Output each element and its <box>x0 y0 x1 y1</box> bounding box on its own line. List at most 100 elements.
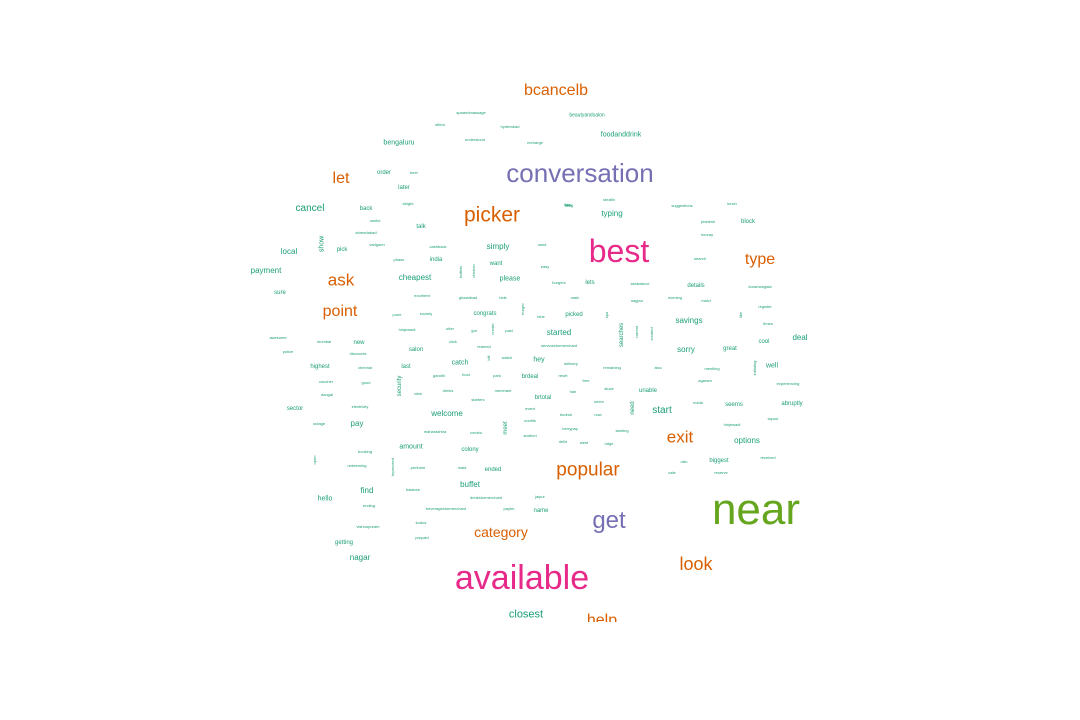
cloud-word: vadgaon <box>369 242 385 247</box>
cloud-word: drinksformerchant <box>469 495 503 500</box>
cloud-word: bcancelb <box>523 82 589 99</box>
cloud-word: picked <box>565 312 583 318</box>
cloud-word: stealth <box>603 197 615 202</box>
cloud-word: start <box>652 405 672 416</box>
cloud-word: picker <box>463 203 521 227</box>
cloud-word: mentling <box>704 366 720 371</box>
cloud-word: want <box>489 261 503 267</box>
cloud-word: starters <box>471 397 485 402</box>
cloud-word: spaandmassage <box>456 110 486 115</box>
cloud-word: starting <box>615 428 629 433</box>
cloud-word: amount <box>399 443 423 451</box>
cloud-word: maharashtra <box>423 429 447 434</box>
cloud-word: catch <box>451 359 469 367</box>
cloud-word: create <box>490 323 495 335</box>
cloud-word: seems <box>725 402 743 408</box>
cloud-word: buffet <box>460 480 480 489</box>
cloud-word: order <box>376 170 392 176</box>
cloud-word: ending <box>362 503 376 508</box>
cloud-word: type <box>744 251 776 268</box>
cloud-word: delhi <box>558 439 568 444</box>
cloud-word: pune <box>392 312 402 317</box>
cloud-word: drinks <box>442 388 454 393</box>
cloud-word: india <box>429 257 443 263</box>
cloud-word: point <box>322 303 358 320</box>
cloud-word: event <box>525 406 535 411</box>
cloud-word: reamed <box>477 344 491 349</box>
cloud-word: started <box>546 328 572 337</box>
cloud-word: free <box>582 378 590 383</box>
cloud-word: dangal <box>320 392 334 397</box>
cloud-word: ratu <box>680 459 688 464</box>
cloud-word: getting <box>334 540 354 546</box>
cloud-word: now <box>594 412 602 417</box>
cloud-word: like <box>738 311 743 319</box>
cloud-word: used <box>537 242 547 247</box>
cloud-word: paid <box>505 328 513 333</box>
cloud-word: later <box>398 185 410 191</box>
cloud-word: park <box>493 373 501 378</box>
cloud-word: assistance <box>630 281 650 286</box>
cloud-word: redeeming <box>347 463 367 468</box>
cloud-word: outage <box>312 421 326 426</box>
cloud-word: utter <box>445 326 455 331</box>
cloud-word: credits <box>524 418 536 423</box>
cloud-word: search <box>693 256 707 261</box>
cloud-word: options <box>734 436 760 445</box>
cloud-word: need <box>630 401 636 415</box>
cloud-word: hyderabad <box>500 124 520 129</box>
cloud-word: burger <box>520 303 525 315</box>
cloud-word: got <box>471 328 477 333</box>
cloud-word: available <box>454 559 590 597</box>
cloud-word: good <box>361 380 371 385</box>
cloud-word: agaram <box>698 378 712 383</box>
cloud-word: sector <box>286 406 304 412</box>
cloud-word: category <box>474 524 528 540</box>
cloud-word: best <box>588 233 650 269</box>
cloud-word: west <box>579 440 589 445</box>
cloud-word: received <box>760 455 776 460</box>
cloud-word: sure <box>274 290 286 296</box>
cloud-word: delivery <box>564 361 578 366</box>
cloud-word: society <box>419 311 433 316</box>
cloud-word: tasty <box>564 203 574 208</box>
cloud-word: talk <box>416 224 426 230</box>
cloud-word: brproceed <box>390 457 395 477</box>
cloud-word: awesome <box>269 335 287 340</box>
cloud-word: alright <box>402 201 414 206</box>
cloud-word: nagar <box>349 553 371 562</box>
cloud-word: abruptly <box>781 401 803 407</box>
cloud-word: current <box>634 325 639 339</box>
cloud-word: ghaziabad <box>458 295 478 300</box>
cloud-word: hinjewadi <box>398 327 416 332</box>
cloud-word: bill <box>486 355 491 361</box>
cloud-word: payment <box>250 266 282 275</box>
cloud-word: mumbai <box>316 339 332 344</box>
cloud-word: offers <box>435 122 445 127</box>
cloud-word: seem <box>594 399 604 404</box>
cloud-word: malvi <box>701 298 711 303</box>
cloud-word: hello <box>317 495 333 503</box>
cloud-word: please <box>499 275 521 283</box>
cloud-word: hey <box>533 356 545 364</box>
cloud-word: get <box>592 507 626 534</box>
cloud-word: beer <box>409 170 419 175</box>
cloud-word: help <box>586 612 618 623</box>
cloud-word: exit <box>666 427 694 447</box>
cloud-word: beautyandsalon <box>569 112 605 119</box>
cloud-word: booking <box>357 449 373 454</box>
cloud-word: experiencing <box>776 381 800 386</box>
cloud-word: show <box>318 235 326 253</box>
cloud-word: berrypay <box>562 426 578 431</box>
cloud-word: hair <box>569 389 577 394</box>
cloud-word: lets <box>585 280 595 286</box>
cloud-word: electricity <box>351 404 369 409</box>
cloud-word: name <box>533 508 549 514</box>
cloud-word: congrats <box>473 311 497 317</box>
cloud-word: recharge <box>527 140 543 145</box>
word-cloud-area: near available best conversation get picker po… <box>250 82 808 623</box>
cloud-word: lunch <box>727 201 737 206</box>
cloud-word: cafe <box>668 470 676 475</box>
cloud-word: remaining <box>603 365 621 370</box>
